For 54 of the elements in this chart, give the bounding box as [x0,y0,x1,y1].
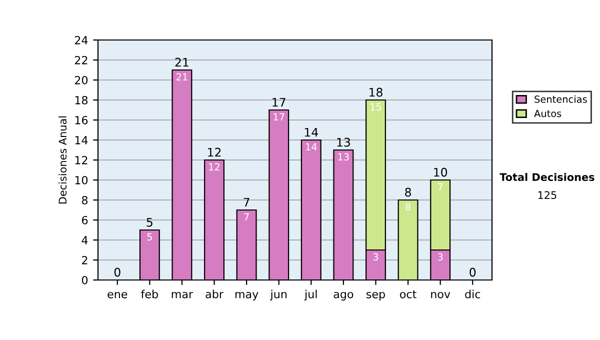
data-label: 7 [438,183,443,190]
legend-label: Autos [534,110,562,118]
y-tick-label: 12 [75,156,88,164]
data-label: 17 [274,113,284,120]
y-tick-label: 16 [75,116,88,124]
total-label: 5 [146,218,152,227]
x-tick-label: jul [304,290,317,300]
y-tick-label: 0 [82,276,88,284]
x-tick-label: dic [465,290,480,298]
x-tick-label: nov [431,292,450,298]
data-label: 21 [176,73,188,80]
y-tick-label: 18 [75,96,88,104]
y-tick-label: 24 [74,36,88,44]
text: Total Decisiones [500,172,594,182]
total-label: 12 [208,148,221,157]
data-label: 3 [438,253,443,261]
total-label: 14 [304,128,318,137]
total-label: 17 [272,98,286,107]
legend-label: Sentencias [534,95,587,103]
x-tick-label: jun [270,290,286,300]
data-label: 7 [244,213,249,220]
x-tick-label: mar [172,292,194,298]
data-label: 5 [147,233,152,241]
x-tick-label: may [235,292,258,300]
x-tick-label: oct [400,290,416,298]
y-tick-label: 14 [75,136,88,144]
total-label: 0 [114,268,120,277]
x-tick-label: ene [108,292,128,298]
x-tick-label: ago [334,292,354,300]
total-label: 10 [434,168,448,177]
y-tick-label: 6 [82,216,88,224]
y-tick-label: 2 [82,256,88,264]
y-tick-label: 8 [82,196,88,204]
data-label: 14 [306,143,317,150]
x-tick-label: abr [206,290,224,298]
total-label: 13 [337,138,350,147]
y-tick-label: 20 [74,76,88,84]
y-tick-label: 4 [82,236,88,244]
data-label: 13 [338,153,349,161]
total-label: 7 [244,198,250,207]
total-label: 21 [175,58,188,67]
x-tick-label: sep [366,292,385,300]
total-label: 0 [470,268,476,277]
data-label: 8 [406,203,410,211]
data-label: 3 [373,253,378,261]
text: 125 [538,191,556,200]
data-label: 15 [370,103,382,111]
y-axis-title: Decisiones Anual [58,116,67,204]
data-label: 12 [209,163,220,170]
y-tick-label: 10 [75,176,88,184]
total-label: 18 [370,88,382,97]
y-tick-label: 22 [74,56,88,64]
x-tick-label: feb [141,290,158,298]
total-label: 8 [405,188,411,197]
